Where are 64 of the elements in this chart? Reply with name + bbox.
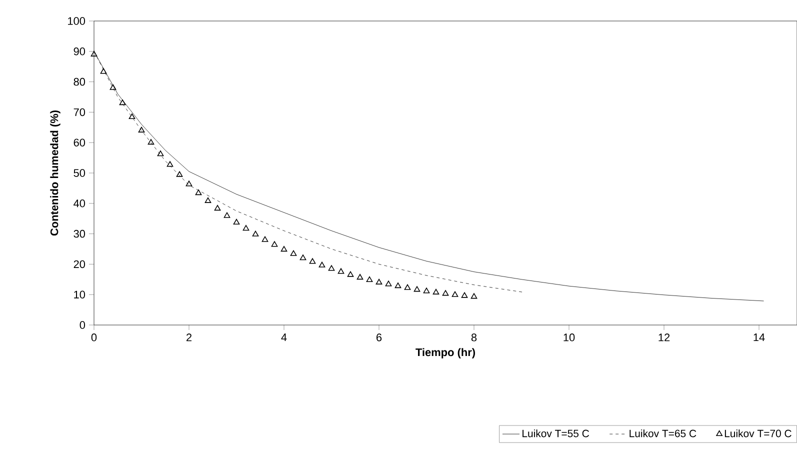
point bbox=[470, 293, 478, 299]
y-tick-label: 60 bbox=[74, 138, 86, 146]
point bbox=[148, 139, 154, 145]
y-tick-label: 100 bbox=[68, 17, 86, 25]
point bbox=[452, 291, 458, 297]
point bbox=[242, 225, 250, 231]
point bbox=[224, 212, 230, 218]
y-tick-label: 70 bbox=[74, 108, 86, 116]
point bbox=[271, 241, 278, 247]
x-tick-label: 14 bbox=[754, 334, 765, 342]
point bbox=[404, 284, 411, 290]
y-tick-label: 40 bbox=[74, 200, 86, 208]
legend-label: Luikov T=65 C bbox=[630, 430, 696, 438]
point bbox=[280, 246, 288, 252]
legend-label: Luikov T=70 C bbox=[724, 430, 792, 438]
point bbox=[290, 250, 297, 256]
legend-label: Luikov T=55 C bbox=[522, 430, 590, 438]
point bbox=[423, 288, 430, 294]
point bbox=[376, 278, 382, 284]
point bbox=[157, 150, 164, 156]
point bbox=[338, 268, 344, 274]
y-tick-label: 0 bbox=[80, 321, 86, 329]
y-tick-label: 20 bbox=[74, 260, 86, 268]
point bbox=[432, 288, 440, 294]
y-tick-label: 50 bbox=[74, 169, 86, 177]
x-tick-label: 4 bbox=[281, 334, 287, 342]
point bbox=[204, 197, 212, 203]
point bbox=[356, 274, 364, 280]
point bbox=[366, 276, 373, 282]
point bbox=[309, 258, 316, 264]
point bbox=[318, 262, 326, 268]
point bbox=[138, 126, 145, 132]
point bbox=[328, 265, 335, 271]
x-tick-label: 8 bbox=[471, 334, 477, 342]
point bbox=[347, 271, 354, 277]
point bbox=[442, 290, 449, 296]
point bbox=[100, 68, 107, 74]
point bbox=[186, 180, 192, 186]
point bbox=[252, 230, 259, 236]
x-tick-label: 10 bbox=[564, 334, 575, 342]
y-tick-label: 10 bbox=[74, 290, 86, 298]
point bbox=[394, 282, 402, 288]
point bbox=[176, 171, 183, 177]
point bbox=[233, 218, 240, 225]
point bbox=[214, 204, 221, 211]
point bbox=[300, 254, 306, 260]
x-tick-label: 0 bbox=[91, 334, 97, 342]
x-axis-title: Tiempo (hr) bbox=[416, 348, 475, 358]
point bbox=[262, 236, 268, 242]
point bbox=[195, 189, 202, 196]
point bbox=[128, 113, 136, 120]
point bbox=[110, 84, 116, 90]
x-tick-label: 6 bbox=[376, 334, 382, 342]
y-tick-label: 30 bbox=[74, 230, 86, 238]
point bbox=[119, 99, 126, 106]
point bbox=[461, 292, 468, 298]
point bbox=[166, 161, 174, 167]
y-tick-label: 80 bbox=[74, 78, 86, 86]
x-tick-label: 2 bbox=[186, 334, 192, 342]
point bbox=[385, 280, 392, 286]
point bbox=[414, 286, 420, 292]
y-tick-label: 90 bbox=[74, 48, 86, 56]
y-axis-title: Contenido humedad (%) bbox=[50, 110, 60, 236]
x-tick-label: 12 bbox=[658, 334, 670, 342]
